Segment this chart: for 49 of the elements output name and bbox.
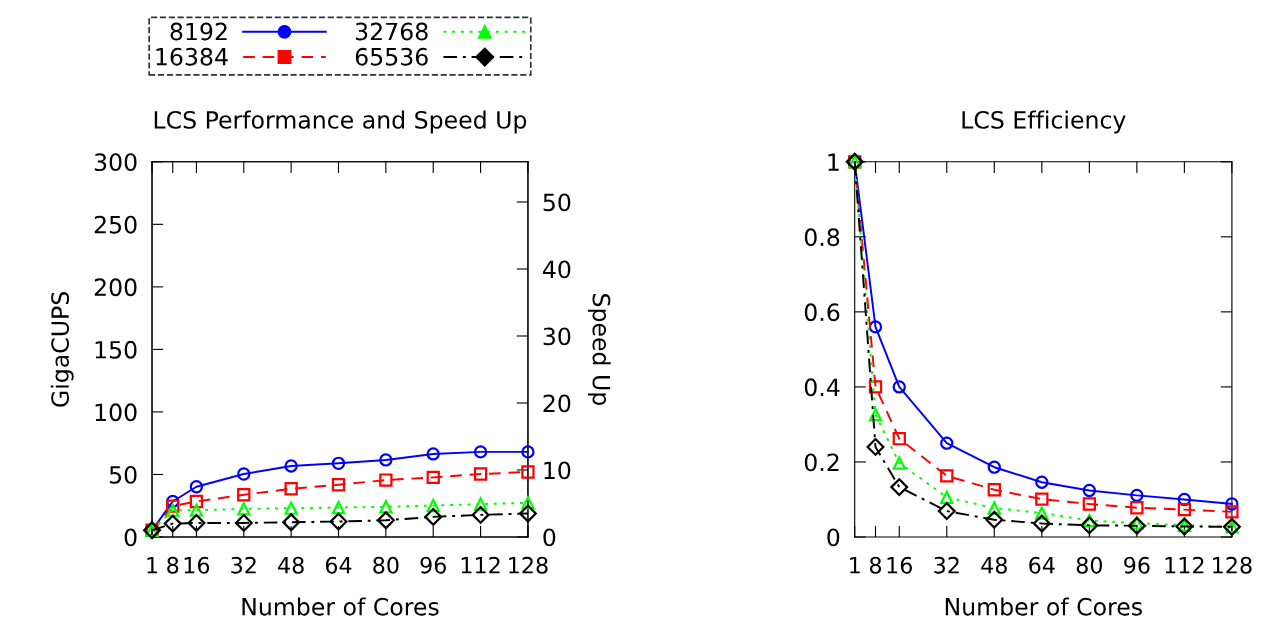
x-tick-label: 32: [934, 556, 959, 574]
y-tick-label: 150: [95, 340, 137, 359]
legend-label: 8192: [170, 22, 227, 41]
x-tick-label: 64: [325, 556, 352, 574]
x-tick-label: 64: [1029, 556, 1055, 574]
legend-label: 16384: [156, 47, 228, 66]
y-axis-title: GigaCUPS: [50, 292, 74, 407]
y2-tick-label: 40: [542, 260, 571, 279]
x-tick-label: 128: [509, 556, 548, 574]
y2-tick-label: 30: [543, 327, 571, 346]
legend-label: 65536: [355, 47, 428, 66]
x-tick-label: 48: [981, 556, 1007, 574]
x-tick-label: 96: [420, 556, 446, 574]
x-axis-title: Number of Cores: [242, 597, 439, 616]
y-tick-label: 0.8: [804, 228, 840, 247]
y-tick-label: 50: [109, 465, 137, 484]
y2-tick-label: 50: [543, 193, 571, 212]
x-tick-label: 8: [869, 556, 882, 574]
y-tick-label: 0: [124, 528, 137, 547]
x-tick-label: 80: [1076, 556, 1102, 574]
x-tick-label: 16: [184, 556, 210, 574]
y-tick-label: 0.2: [804, 453, 839, 472]
legend-label: 32768: [355, 22, 428, 41]
y2-tick-label: 10: [544, 461, 571, 480]
y-tick-label: 0.6: [804, 303, 840, 322]
y2-tick-label: 0: [543, 528, 556, 547]
x-tick-label: 1: [147, 557, 158, 574]
x-tick-label: 112: [1165, 556, 1204, 574]
x-tick-label: 16: [887, 556, 912, 574]
x-tick-label: 80: [373, 556, 399, 574]
chart-title: LCS Performance and Speed Up: [154, 110, 527, 134]
y-tick-label: 0: [827, 528, 840, 547]
y-tick-label: 300: [94, 153, 137, 172]
y-tick-label: 250: [94, 215, 137, 234]
y-tick-label: 1: [828, 153, 839, 171]
chart-title: LCS Efficiency: [962, 110, 1126, 134]
y-tick-label: 0.4: [804, 378, 840, 397]
y-tick-label: 200: [94, 278, 137, 297]
x-tick-label: 96: [1124, 556, 1150, 574]
x-tick-label: 32: [231, 556, 256, 574]
y-tick-label: 100: [95, 403, 137, 422]
y2-axis-title: Speed Up: [587, 294, 611, 405]
y2-tick-label: 20: [543, 394, 571, 413]
x-tick-label: 8: [167, 556, 179, 574]
x-axis-title: Number of Cores: [945, 597, 1142, 616]
x-tick-label: 128: [1213, 556, 1252, 574]
x-tick-label: 1: [850, 557, 860, 574]
x-tick-label: 112: [461, 556, 500, 574]
x-tick-label: 48: [278, 556, 304, 574]
